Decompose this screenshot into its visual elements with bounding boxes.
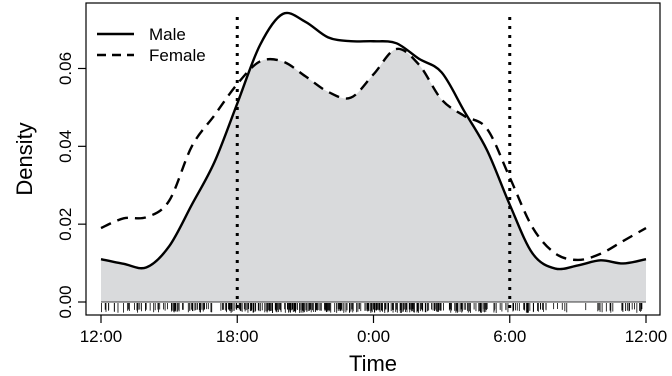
series-line-male (100, 11, 647, 271)
x-tick-label: 12:00 (80, 327, 123, 346)
y-axis-title: Density (12, 122, 37, 195)
x-axis: 12:00 18:00 0:00 6:00 12:00 (80, 315, 668, 346)
series-line-female (100, 47, 647, 262)
legend: Male Female (97, 25, 206, 65)
overlap-shaded-area (101, 48, 646, 303)
y-axis: 0.00 0.02 0.04 0.06 (56, 52, 86, 319)
y-tick-label: 0.06 (56, 52, 75, 85)
legend-label-female: Female (149, 46, 206, 65)
rug-plot (101, 303, 643, 313)
x-tick-label: 6:00 (493, 327, 526, 346)
plot-region (100, 11, 647, 314)
y-tick-label: 0.04 (56, 130, 75, 163)
x-tick-label: 0:00 (357, 327, 390, 346)
y-tick-label: 0.00 (56, 285, 75, 318)
x-tick-label: 18:00 (216, 327, 259, 346)
series-lines (100, 11, 647, 271)
x-tick-label: 12:00 (625, 327, 668, 346)
legend-label-male: Male (149, 25, 186, 44)
y-tick-label: 0.02 (56, 208, 75, 241)
x-axis-title: Time (349, 351, 397, 376)
